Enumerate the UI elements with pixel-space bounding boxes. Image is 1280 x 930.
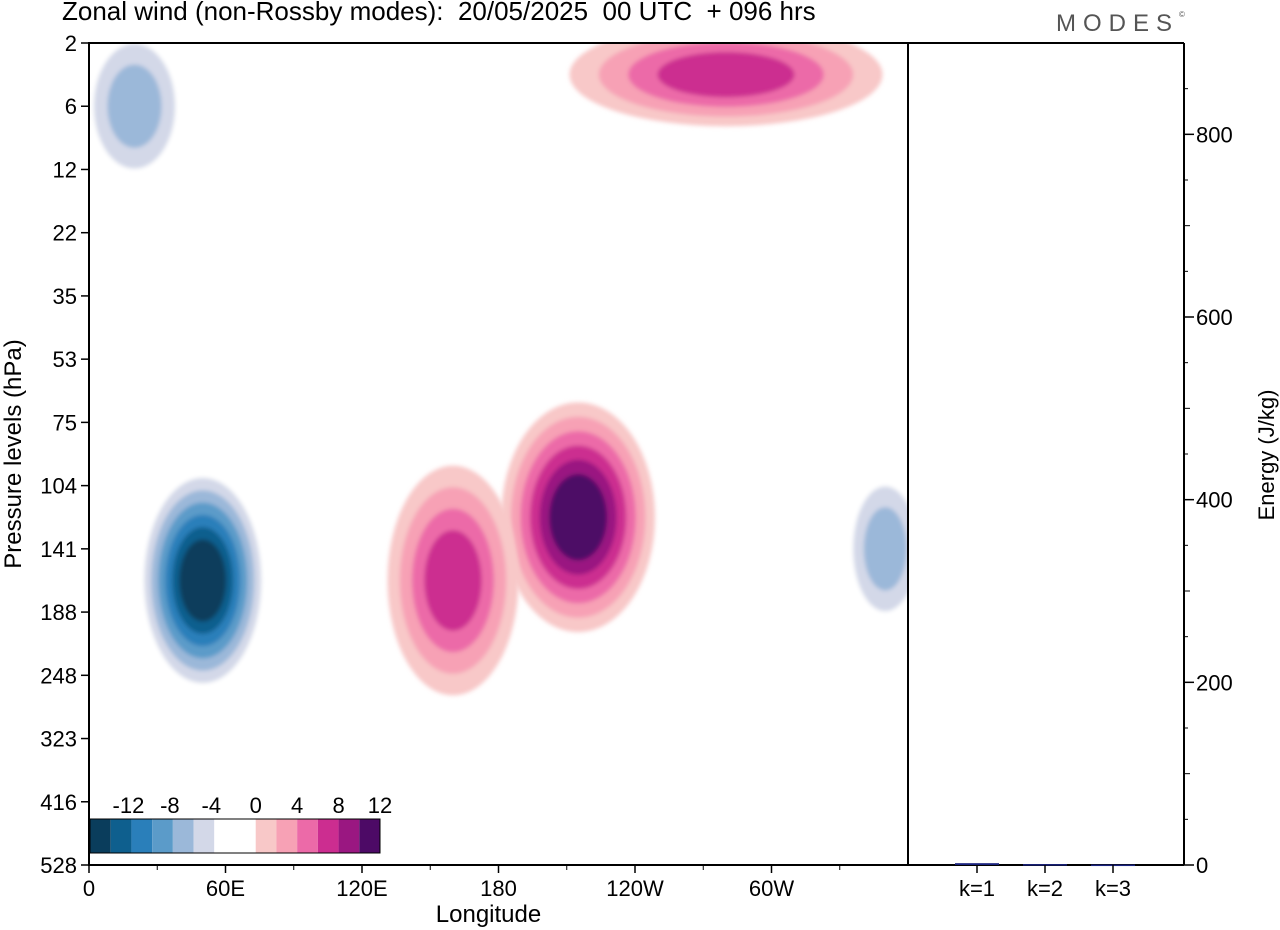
colorbar-swatch [338, 819, 360, 853]
chart-title: Zonal wind (non-Rossby modes): 20/05/202… [62, 0, 816, 26]
x-tick-label: 0 [83, 876, 95, 901]
energy-tick-label: 0 [1196, 853, 1208, 878]
colorbar-swatch [297, 819, 318, 853]
energy-tick-label: 800 [1196, 122, 1233, 147]
x-tick-label: 60W [749, 876, 794, 901]
energy-bar [1023, 864, 1067, 866]
colorbar-swatch [317, 819, 339, 853]
x-tick-label: 60E [206, 876, 245, 901]
y-tick-label: 416 [40, 790, 77, 815]
colorbar-swatch [359, 819, 380, 853]
y-tick-label: 2 [65, 31, 77, 56]
colorbar-swatch [214, 819, 235, 853]
colorbar-swatch [172, 819, 194, 853]
colorbar: -12 -8 -4 0 4 8 12 [89, 793, 392, 854]
x-tick-label: 120E [336, 876, 387, 901]
contour-feature [137, 465, 269, 696]
colorbar-label: -12 [113, 793, 145, 818]
colorbar-label: 4 [291, 793, 303, 818]
colorbar-swatch [193, 819, 215, 853]
contour-band [657, 52, 795, 98]
colorbar-swatch [276, 819, 298, 853]
modes-logo: MODES© [1056, 10, 1185, 37]
colorbar-label: 8 [332, 793, 344, 818]
contour-band [424, 530, 482, 631]
colorbar-swatch [235, 819, 256, 853]
x-tick-label: 180 [480, 876, 517, 901]
colorbar-swatch [90, 819, 111, 853]
y-tick-label: 141 [40, 537, 77, 562]
contour-band [179, 539, 227, 622]
y-tick-label: 104 [40, 474, 77, 499]
contour-feature [501, 402, 655, 633]
energy-axis-label: Energy (J/kg) [1254, 390, 1279, 521]
colorbar-swatch [131, 819, 153, 853]
energy-bar [955, 863, 999, 865]
contour-field [89, 43, 908, 696]
y-axis-label: Pressure levels (hPa) [0, 339, 27, 568]
contour-feature [569, 43, 883, 127]
y-tick-label: 12 [53, 157, 77, 182]
bar-category-label: k=3 [1095, 876, 1131, 901]
energy-tick-label: 200 [1196, 670, 1233, 695]
colorbar-label: -4 [202, 793, 222, 818]
y-tick-label: 248 [40, 663, 77, 688]
colorbar-label: -8 [160, 793, 180, 818]
y-tick-label: 22 [53, 221, 77, 246]
bar-category-label: k=2 [1027, 876, 1063, 901]
y-tick-label: 53 [53, 347, 77, 372]
y-tick-label: 528 [40, 853, 77, 878]
energy-bars: k=1 k=2 k=3 [955, 863, 1135, 901]
energy-tick-label: 600 [1196, 305, 1233, 330]
y-tick-label: 6 [65, 94, 77, 119]
contour-feature [387, 465, 519, 696]
contour-band [107, 64, 162, 148]
contour-band [863, 507, 907, 591]
colorbar-swatch [110, 819, 132, 853]
energy-tick-label: 400 [1196, 488, 1233, 513]
colorbar-swatch [255, 819, 277, 853]
colorbar-label: 0 [250, 793, 262, 818]
colorbar-label: 12 [368, 793, 392, 818]
plot-frame [88, 42, 909, 866]
y-tick-label: 188 [40, 600, 77, 625]
y-tick-label: 75 [53, 410, 77, 435]
x-axis-label: Longitude [436, 901, 541, 928]
bar-category-label: k=1 [959, 876, 995, 901]
contour-feature [842, 465, 908, 633]
contour-feature [89, 43, 189, 190]
y-tick-label: 323 [40, 727, 77, 752]
contour-band [549, 474, 607, 561]
y-tick-label: 35 [53, 284, 77, 309]
colorbar-swatch [152, 819, 173, 853]
x-tick-label: 120W [606, 876, 664, 901]
